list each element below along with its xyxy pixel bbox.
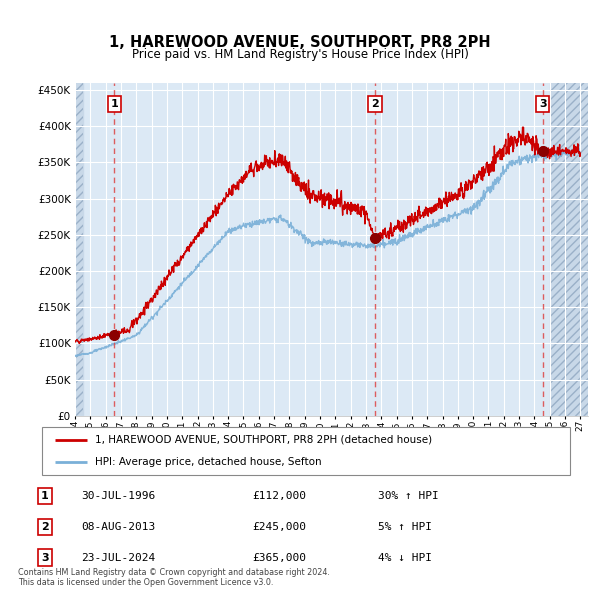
Text: 3: 3 [539,99,547,109]
Text: 23-JUL-2024: 23-JUL-2024 [81,553,155,562]
Bar [75,83,83,416]
Text: 4% ↓ HPI: 4% ↓ HPI [378,553,432,562]
FancyBboxPatch shape [42,427,570,475]
Text: 1: 1 [41,491,49,501]
Text: 08-AUG-2013: 08-AUG-2013 [81,522,155,532]
Text: 1, HAREWOOD AVENUE, SOUTHPORT, PR8 2PH (detached house): 1, HAREWOOD AVENUE, SOUTHPORT, PR8 2PH (… [95,435,432,445]
Text: 1, HAREWOOD AVENUE, SOUTHPORT, PR8 2PH: 1, HAREWOOD AVENUE, SOUTHPORT, PR8 2PH [109,35,491,50]
Text: 3: 3 [41,553,49,562]
Bar [550,83,588,416]
Text: 2: 2 [371,99,379,109]
Text: HPI: Average price, detached house, Sefton: HPI: Average price, detached house, Seft… [95,457,322,467]
Text: 5% ↑ HPI: 5% ↑ HPI [378,522,432,532]
Text: 2: 2 [41,522,49,532]
Text: 30% ↑ HPI: 30% ↑ HPI [378,491,439,501]
Text: £112,000: £112,000 [252,491,306,501]
Text: 30-JUL-1996: 30-JUL-1996 [81,491,155,501]
Text: £245,000: £245,000 [252,522,306,532]
Text: Contains HM Land Registry data © Crown copyright and database right 2024.
This d: Contains HM Land Registry data © Crown c… [18,568,330,587]
Text: Price paid vs. HM Land Registry's House Price Index (HPI): Price paid vs. HM Land Registry's House … [131,48,469,61]
Text: 1: 1 [110,99,118,109]
Bar [550,83,588,416]
Text: £365,000: £365,000 [252,553,306,562]
Bar [75,83,83,416]
